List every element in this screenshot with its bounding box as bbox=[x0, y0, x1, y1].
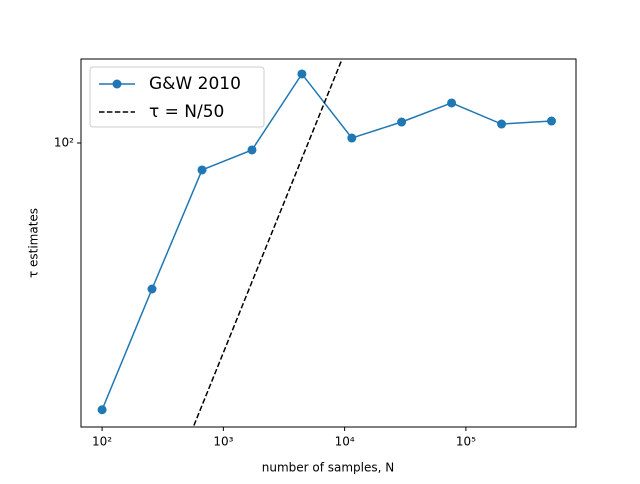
plot-area bbox=[97, 59, 556, 427]
marker bbox=[497, 119, 507, 129]
x-axis-label: number of samples, N bbox=[262, 461, 395, 475]
x-tick-label: 10⁴ bbox=[335, 435, 355, 449]
marker bbox=[247, 145, 257, 155]
x-tick-label: 10⁵ bbox=[456, 435, 476, 449]
legend-label: G&W 2010 bbox=[149, 74, 241, 94]
series-line bbox=[101, 72, 552, 411]
marker bbox=[147, 284, 157, 294]
legend-label: τ = N/50 bbox=[149, 102, 224, 122]
x-tick-label: 10³ bbox=[213, 435, 233, 449]
x-tick-label: 10² bbox=[92, 435, 112, 449]
marker bbox=[347, 133, 357, 143]
legend-marker bbox=[112, 79, 122, 89]
marker bbox=[546, 116, 556, 126]
axes-frame bbox=[80, 58, 577, 428]
marker bbox=[197, 165, 207, 175]
y-tick-label: 10² bbox=[54, 136, 74, 150]
marker bbox=[447, 98, 457, 108]
y-axis-label: τ estimates bbox=[27, 208, 41, 278]
marker bbox=[397, 117, 407, 127]
marker bbox=[97, 405, 107, 415]
marker bbox=[297, 69, 307, 79]
